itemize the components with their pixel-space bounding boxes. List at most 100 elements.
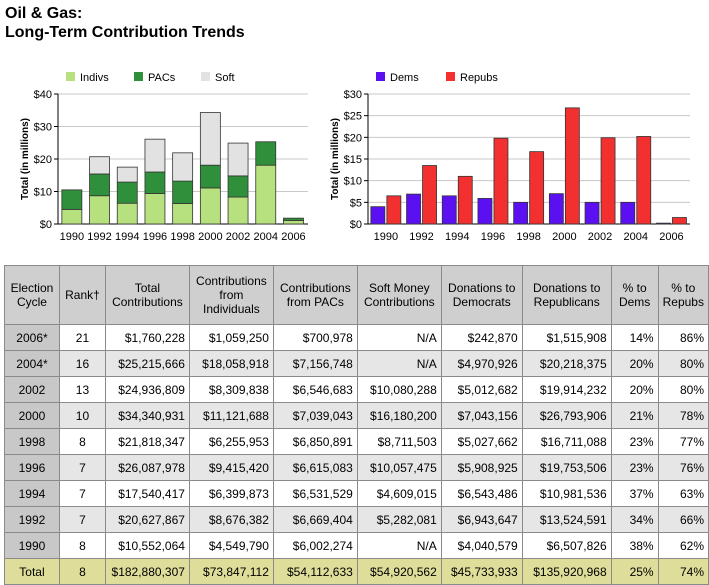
table-cell: $4,040,579 [440, 532, 523, 559]
x-tick-label: 1996 [481, 231, 505, 243]
x-tick-label: 2006 [281, 231, 305, 243]
table-cell: 21 [58, 324, 106, 351]
table-cell: $6,543,486 [440, 480, 523, 507]
bar-indivs [255, 164, 277, 225]
x-tick-label: 1994 [115, 231, 139, 243]
bar-repubs [493, 137, 509, 225]
table-cell: 7 [58, 480, 106, 507]
y-axis-label: Total (in millions) [330, 118, 341, 200]
table-cell: N/A [356, 532, 442, 559]
table-cell: $16,711,088 [521, 428, 612, 455]
table-cell: 2004* [4, 350, 60, 377]
table-cell: 8 [58, 428, 106, 455]
table-cell: 34% [610, 506, 659, 533]
table-cell: 1996 [4, 454, 60, 481]
legend-swatch-repubs [446, 72, 455, 81]
column-header: Soft Money Contributions [356, 265, 442, 325]
legend-label-indivs: Indivs [80, 72, 109, 84]
table-cell: $6,002,274 [272, 532, 358, 559]
table-cell: 78% [657, 402, 709, 429]
table-cell: $6,669,404 [272, 506, 358, 533]
table-total-row: Total 8 $182,880,307 $73,847,112 $54,112,633… [4, 558, 709, 585]
x-tick-label: 2002 [226, 231, 250, 243]
bar-pacs [283, 217, 304, 221]
y-tick-label: $20 [344, 132, 362, 144]
title-line-1: Oil & Gas: [5, 5, 83, 22]
bar-indivs [61, 208, 83, 225]
table-cell: $1,760,228 [104, 324, 190, 351]
bar-pacs [89, 173, 110, 197]
bar-pacs [61, 189, 83, 210]
bar-soft [199, 112, 221, 166]
bar-indivs [89, 195, 110, 225]
x-tick-label: 2004 [624, 231, 648, 243]
table-cell: $6,943,647 [440, 506, 523, 533]
table-cell: 20% [610, 350, 659, 377]
table-cell: $6,615,083 [272, 454, 358, 481]
table-cell: $5,012,682 [440, 376, 523, 403]
y-tick-label: $15 [344, 154, 362, 166]
table-cell: 7 [58, 454, 106, 481]
bar-soft [227, 142, 249, 177]
table-cell: $5,027,662 [440, 428, 523, 455]
bar-pacs [199, 164, 221, 189]
table-cell: $10,552,064 [104, 532, 190, 559]
total-cell: Total [4, 558, 60, 585]
table-cell: 2002 [4, 376, 60, 403]
x-tick-label: 1998 [516, 231, 540, 243]
x-tick-label: 2006 [659, 231, 683, 243]
table-cell: N/A [356, 324, 442, 351]
column-header: Contributions from PACs [272, 265, 358, 325]
legend-swatch-indivs [66, 72, 75, 81]
bar-dems [441, 195, 457, 225]
table-cell: $5,282,081 [356, 506, 442, 533]
table-cell: $6,546,683 [272, 376, 358, 403]
x-tick-label: 1998 [170, 231, 194, 243]
table-row: 1998 8 $21,818,347 $6,255,953 $6,850,891 $8,7… [4, 428, 709, 455]
bar-soft [144, 138, 166, 173]
column-header: Election Cycle [4, 265, 60, 325]
bar-repubs [529, 151, 545, 225]
total-cell: $45,733,933 [440, 558, 523, 585]
bar-indivs [199, 187, 221, 225]
total-cell: 8 [58, 558, 106, 585]
table-cell: $7,039,043 [272, 402, 358, 429]
column-header: % to Repubs [657, 265, 709, 325]
table-cell: $700,978 [272, 324, 358, 351]
y-tick-label: $10 [34, 187, 52, 199]
table-cell: $25,215,666 [104, 350, 190, 377]
table-cell: $7,043,156 [440, 402, 523, 429]
table-cell: $21,818,347 [104, 428, 190, 455]
table-cell: $17,540,417 [104, 480, 190, 507]
y-tick-label: $0 [40, 219, 52, 231]
table-cell: 80% [657, 376, 709, 403]
table-cell: $10,080,288 [356, 376, 442, 403]
table-cell: $8,711,503 [356, 428, 442, 455]
total-cell: $54,920,562 [356, 558, 442, 585]
bar-repubs [386, 195, 402, 225]
table-cell: 77% [657, 428, 709, 455]
bar-indivs [172, 203, 194, 225]
table-cell: $13,524,591 [521, 506, 612, 533]
table-cell: 66% [657, 506, 709, 533]
bar-pacs [172, 180, 194, 204]
bar-dems [370, 206, 386, 225]
total-cell: 25% [610, 558, 659, 585]
bar-dems [656, 222, 671, 225]
table-cell: 1992 [4, 506, 60, 533]
table-cell: 1998 [4, 428, 60, 455]
table-cell: 23% [610, 454, 659, 481]
table-cell: $10,981,536 [521, 480, 612, 507]
column-header: Rank† [58, 265, 106, 325]
bar-pacs [255, 141, 277, 166]
table-cell: 14% [610, 324, 659, 351]
legend-label-repubs: Repubs [460, 72, 498, 84]
table-cell: $4,970,926 [440, 350, 523, 377]
legend-swatch-dems [376, 72, 385, 81]
table-cell: $18,058,918 [188, 350, 274, 377]
x-tick-label: 2004 [254, 231, 278, 243]
y-tick-label: $10 [344, 176, 362, 188]
total-cell: $182,880,307 [104, 558, 190, 585]
legend-label-soft: Soft [215, 72, 235, 84]
